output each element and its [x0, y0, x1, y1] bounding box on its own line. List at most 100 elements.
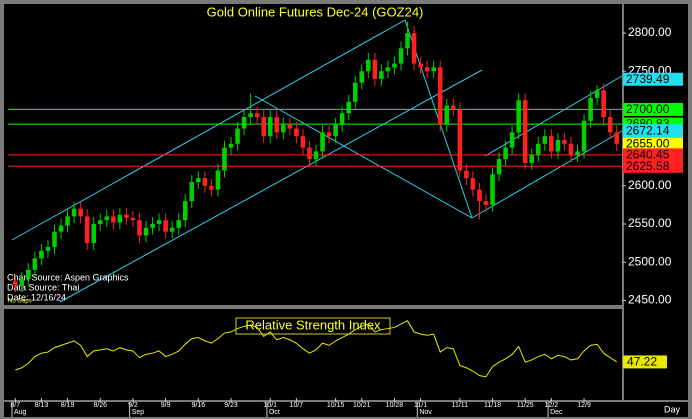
candle-body: [549, 136, 554, 152]
candle-body: [522, 100, 528, 163]
candle-body: [52, 231, 57, 247]
candle-body: [477, 189, 482, 202]
candle-body: [555, 139, 561, 152]
candle-body: [405, 33, 410, 49]
candle-body: [529, 155, 535, 163]
x-tick-label: 11/25: [517, 402, 534, 409]
y-tick-label: 2550.00: [628, 216, 672, 230]
candle-body: [84, 216, 90, 244]
x-tick-label: 11/11: [452, 402, 469, 409]
candle-body: [346, 101, 351, 114]
x-tick-label: 9/9: [161, 402, 171, 409]
candle-body: [411, 33, 417, 64]
candle-body: [535, 143, 541, 156]
month-label: Dec: [550, 409, 563, 416]
candle-body: [490, 174, 495, 205]
y-tick-label: 2800.00: [628, 25, 672, 39]
level-label: 2640.45: [626, 148, 670, 162]
axis-panel: [624, 4, 688, 400]
candle-body: [130, 217, 136, 221]
trendline: [59, 69, 483, 303]
candle-body: [294, 128, 299, 137]
x-tick-label: 8/13: [35, 402, 49, 409]
candle-body: [542, 136, 548, 144]
candle-body: [594, 90, 600, 98]
x-tick-label: 11/18: [484, 402, 501, 409]
x-tick-label: 8/26: [93, 402, 107, 409]
candle-body: [235, 128, 240, 144]
candle-body: [359, 71, 365, 83]
level-label: 2672.14: [626, 123, 670, 137]
candle-body: [58, 225, 64, 232]
candle-body: [143, 227, 149, 236]
x-tick-label: 10/7: [290, 402, 304, 409]
candle-body: [601, 90, 606, 118]
candle-body: [300, 136, 306, 148]
rsi-title: Relative Strength Index: [245, 317, 381, 332]
level-label: 2625.58: [626, 159, 670, 173]
date-panel: [4, 402, 688, 417]
level-box: [623, 72, 683, 86]
candle-body: [379, 71, 384, 79]
month-label: Nov: [419, 409, 432, 416]
candle-body: [366, 59, 371, 72]
level-box: [623, 137, 683, 151]
level-box: [623, 159, 683, 173]
candle-body: [78, 208, 83, 217]
candle-body: [392, 63, 397, 68]
candle-body: [12, 281, 18, 286]
candle-body: [71, 208, 77, 217]
candles: [12, 21, 620, 293]
x-tick-label: 8/7: [10, 402, 20, 409]
candle-body: [137, 220, 142, 236]
candle-body: [182, 201, 188, 221]
candle-body: [320, 132, 325, 152]
candle-body: [209, 185, 214, 190]
candle-body: [222, 147, 227, 171]
candle-body: [307, 147, 312, 160]
candle-body: [614, 132, 620, 144]
candle-body: [104, 216, 110, 221]
candle-body: [509, 132, 515, 148]
candle-body: [326, 132, 332, 137]
candle-body: [281, 124, 286, 133]
candle-body: [156, 220, 162, 225]
trendline: [484, 75, 623, 157]
x-tick-label: 9/23: [224, 402, 238, 409]
candle-body: [45, 246, 51, 251]
trendline: [471, 130, 623, 219]
y-tick-label: 2600.00: [628, 178, 672, 192]
candle-body: [588, 97, 593, 121]
candle-body: [581, 120, 587, 152]
candle-body: [464, 170, 469, 179]
candle-body: [39, 250, 44, 259]
candle-body: [248, 113, 253, 118]
annotation: Date: 12/16/24: [7, 292, 66, 302]
level-box: [623, 148, 683, 162]
candle-body: [65, 216, 70, 226]
candle-body: [91, 224, 97, 244]
level-box: [623, 124, 683, 138]
candle-body: [241, 117, 247, 129]
candle-body: [163, 220, 168, 232]
candle-body: [254, 113, 260, 118]
x-tick-label: 9/16: [192, 402, 206, 409]
candle-body: [261, 117, 266, 137]
candle-body: [150, 224, 155, 228]
x-tick-label: 10/15: [327, 402, 345, 409]
candle-body: [457, 109, 463, 171]
candle-body: [503, 147, 508, 160]
candle-body: [418, 63, 423, 68]
trendline: [254, 95, 473, 219]
candle-body: [228, 143, 234, 148]
candle-body: [339, 113, 345, 125]
trendline: [11, 19, 406, 241]
candle-body: [385, 67, 391, 72]
candle-body: [562, 139, 567, 144]
x-tick-label: 12/2: [545, 402, 559, 409]
candle-body: [607, 117, 613, 133]
candle-body: [124, 214, 129, 218]
y-tick-label: 2500.00: [628, 254, 672, 268]
level-box: [623, 102, 683, 116]
